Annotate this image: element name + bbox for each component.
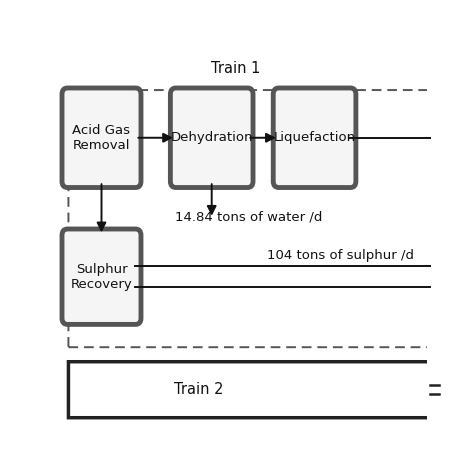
Text: Sulphur
Recovery: Sulphur Recovery [71,263,132,291]
Text: Train 1: Train 1 [211,61,260,75]
Text: Liquefaction: Liquefaction [273,131,356,144]
FancyBboxPatch shape [273,88,356,188]
Text: Train 2: Train 2 [174,383,224,397]
FancyBboxPatch shape [170,88,253,188]
Text: 14.84 tons of water /d: 14.84 tons of water /d [175,210,322,223]
Text: 104 tons of sulphur /d: 104 tons of sulphur /d [267,249,414,262]
Text: Dehydration: Dehydration [171,131,253,144]
Text: Acid Gas
Removal: Acid Gas Removal [73,124,130,152]
FancyBboxPatch shape [62,88,141,188]
FancyBboxPatch shape [62,229,141,324]
